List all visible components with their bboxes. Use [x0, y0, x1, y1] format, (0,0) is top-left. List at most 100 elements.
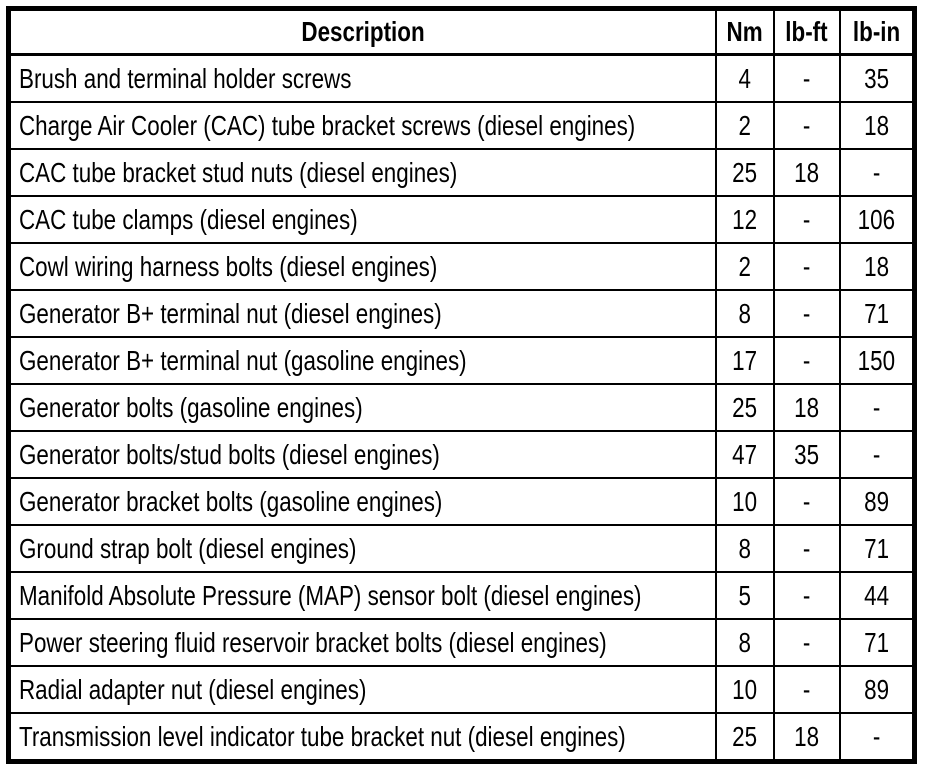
- lb-in-cell-text: 44: [863, 579, 889, 611]
- table-row: Cowl wiring harness bolts (diesel engine…: [7, 242, 916, 291]
- lb-in-cell: 71: [838, 524, 916, 573]
- lb-ft-cell: -: [772, 477, 841, 526]
- lb-in-cell: 89: [838, 665, 916, 714]
- nm-cell: 2: [714, 101, 775, 150]
- description-cell: Cowl wiring harness bolts (diesel engine…: [7, 242, 717, 291]
- nm-cell: 8: [714, 524, 775, 573]
- description-cell-text: Charge Air Cooler (CAC) tube bracket scr…: [19, 109, 636, 141]
- lb-in-cell: 106: [838, 195, 916, 244]
- lb-ft-cell: 18: [772, 148, 841, 197]
- lb-ft-cell-text: -: [802, 344, 811, 376]
- nm-cell-text: 47: [732, 438, 757, 470]
- description-cell: Transmission level indicator tube bracke…: [7, 712, 717, 763]
- lb-ft-cell-text: -: [802, 579, 811, 611]
- description-cell: CAC tube clamps (diesel engines): [7, 195, 717, 244]
- table-row: Generator bracket bolts (gasoline engine…: [7, 477, 916, 526]
- table-row: Ground strap bolt (diesel engines) 8 - 71: [7, 524, 916, 573]
- table-row: Charge Air Cooler (CAC) tube bracket scr…: [7, 101, 916, 150]
- nm-cell: 8: [714, 618, 775, 667]
- description-cell: CAC tube bracket stud nuts (diesel engin…: [7, 148, 717, 197]
- nm-cell: 17: [714, 336, 775, 385]
- description-cell-text: Transmission level indicator tube bracke…: [19, 720, 626, 752]
- lb-in-cell: -: [838, 383, 916, 432]
- lb-in-cell: 18: [838, 101, 916, 150]
- lb-in-cell-text: 89: [863, 485, 889, 517]
- description-cell: Manifold Absolute Pressure (MAP) sensor …: [7, 571, 717, 620]
- lb-in-cell: 18: [838, 242, 916, 291]
- lb-in-cell: 71: [838, 618, 916, 667]
- lb-ft-cell: -: [772, 618, 841, 667]
- lb-in-cell-text: 71: [863, 626, 889, 658]
- lb-ft-cell: -: [772, 336, 841, 385]
- nm-cell-text: 8: [738, 532, 751, 564]
- nm-cell-text: 4: [738, 62, 751, 94]
- lb-in-cell-text: -: [872, 156, 880, 188]
- table-row: Transmission level indicator tube bracke…: [7, 712, 916, 763]
- header-lb-ft-label: lb-ft: [785, 16, 828, 47]
- description-cell-text: Generator B+ terminal nut (gasoline engi…: [19, 344, 467, 376]
- lb-in-cell-text: -: [872, 391, 880, 423]
- lb-ft-cell-text: 18: [794, 391, 819, 423]
- nm-cell: 25: [714, 712, 775, 763]
- description-cell: Generator B+ terminal nut (diesel engine…: [7, 289, 717, 338]
- table-body: Brush and terminal holder screws 4 - 35 Char…: [7, 53, 916, 763]
- nm-cell: 12: [714, 195, 775, 244]
- description-cell-text: Generator bolts (gasoline engines): [19, 391, 363, 423]
- lb-in-cell-text: 150: [857, 344, 895, 376]
- lb-in-cell-text: 71: [863, 532, 889, 564]
- table-row: Brush and terminal holder screws 4 - 35: [7, 53, 916, 103]
- lb-ft-cell-text: -: [802, 485, 811, 517]
- lb-ft-cell: -: [772, 524, 841, 573]
- lb-ft-cell-text: 35: [794, 438, 819, 470]
- nm-cell-text: 5: [738, 579, 751, 611]
- nm-cell-text: 10: [732, 673, 757, 705]
- header-lb-in: lb-in: [838, 7, 916, 56]
- header-row: Description Nm lb-ft lb-in: [7, 7, 916, 56]
- description-cell: Ground strap bolt (diesel engines): [7, 524, 717, 573]
- lb-in-cell: 89: [838, 477, 916, 526]
- lb-ft-cell: 18: [772, 712, 841, 763]
- lb-in-cell: 35: [838, 53, 916, 103]
- nm-cell-text: 8: [738, 626, 751, 658]
- table-row: Generator B+ terminal nut (diesel engine…: [7, 289, 916, 338]
- description-cell-text: CAC tube clamps (diesel engines): [19, 203, 358, 235]
- nm-cell-text: 25: [732, 720, 757, 752]
- table-row: Generator bolts (gasoline engines) 25 18 -: [7, 383, 916, 432]
- nm-cell: 10: [714, 477, 775, 526]
- lb-ft-cell: -: [772, 195, 841, 244]
- lb-in-cell: -: [838, 148, 916, 197]
- lb-ft-cell-text: -: [802, 203, 811, 235]
- table-row: CAC tube clamps (diesel engines) 12 - 106: [7, 195, 916, 244]
- lb-in-cell: 71: [838, 289, 916, 338]
- lb-ft-cell-text: -: [802, 250, 811, 282]
- description-cell: Generator bolts/stud bolts (diesel engin…: [7, 430, 717, 479]
- nm-cell: 25: [714, 148, 775, 197]
- lb-ft-cell: -: [772, 101, 841, 150]
- nm-cell: 2: [714, 242, 775, 291]
- description-cell: Radial adapter nut (diesel engines): [7, 665, 717, 714]
- description-cell-text: Ground strap bolt (diesel engines): [19, 532, 357, 564]
- description-cell: Generator B+ terminal nut (gasoline engi…: [7, 336, 717, 385]
- lb-in-cell-text: 71: [863, 297, 889, 329]
- table-row: CAC tube bracket stud nuts (diesel engin…: [7, 148, 916, 197]
- lb-in-cell-text: 18: [863, 109, 889, 141]
- lb-in-cell: -: [838, 712, 916, 763]
- nm-cell: 8: [714, 289, 775, 338]
- table-row: Power steering fluid reservoir bracket b…: [7, 618, 916, 667]
- lb-ft-cell: -: [772, 53, 841, 103]
- description-cell: Generator bracket bolts (gasoline engine…: [7, 477, 717, 526]
- lb-ft-cell-text: 18: [794, 156, 819, 188]
- description-cell-text: CAC tube bracket stud nuts (diesel engin…: [19, 156, 458, 188]
- header-description: Description: [7, 7, 717, 56]
- nm-cell: 47: [714, 430, 775, 479]
- lb-in-cell-text: -: [872, 720, 880, 752]
- lb-ft-cell-text: -: [802, 532, 811, 564]
- lb-in-cell: 44: [838, 571, 916, 620]
- lb-ft-cell-text: -: [802, 673, 811, 705]
- lb-ft-cell: -: [772, 665, 841, 714]
- header-lb-ft: lb-ft: [772, 7, 841, 56]
- nm-cell-text: 25: [732, 391, 757, 423]
- lb-in-cell: 150: [838, 336, 916, 385]
- lb-ft-cell-text: -: [802, 297, 811, 329]
